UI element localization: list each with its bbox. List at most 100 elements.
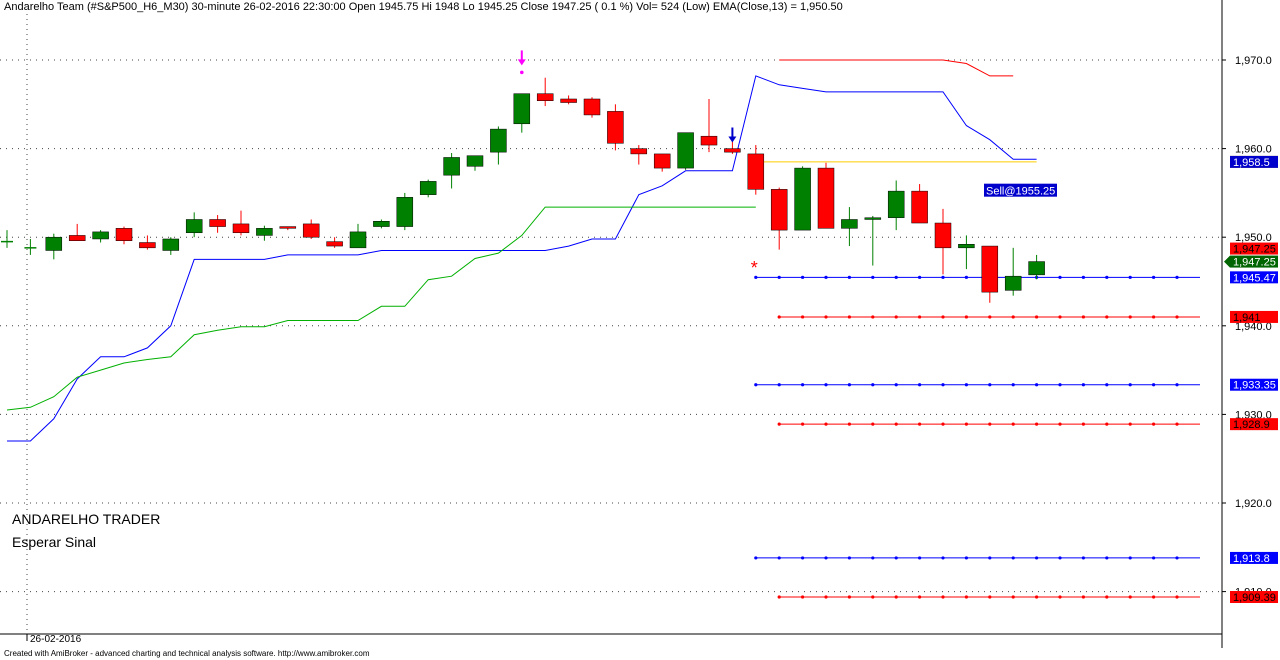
level-dot: [1175, 383, 1179, 387]
level-dot: [918, 422, 922, 426]
level-dot: [1011, 556, 1015, 560]
candle-body: [326, 241, 343, 247]
level-dot: [894, 315, 898, 319]
axis-badge-label: 1,958.5: [1233, 157, 1270, 169]
level-dot: [824, 275, 828, 279]
candle-body: [513, 93, 531, 125]
candle-body: [115, 228, 133, 241]
level-dot: [1011, 315, 1015, 319]
level-dot: [964, 556, 969, 560]
level-dot: [1152, 315, 1156, 319]
level-dot: [941, 275, 945, 279]
x-axis-date-label: 26-02-2016: [30, 634, 82, 645]
level-dot: [801, 422, 805, 426]
level-dot: [964, 315, 969, 319]
level-dot: [918, 556, 922, 560]
candle-body: [700, 135, 718, 146]
y-tick-label: 1,920.0: [1235, 498, 1272, 510]
level-dot: [1128, 315, 1132, 319]
level-dot: [754, 275, 758, 279]
candle-body: [607, 111, 624, 144]
level-dot: [777, 595, 781, 599]
level-dot: [1105, 422, 1109, 426]
level-dot: [1081, 315, 1085, 319]
level-dot: [894, 422, 898, 426]
header-info: Andarelho Team (#S&P500_H6_M30) 30-minut…: [4, 1, 843, 13]
candle-body: [1004, 275, 1022, 291]
level-dot: [754, 556, 758, 560]
candle-body: [887, 190, 905, 218]
level-dot: [824, 422, 828, 426]
candle-body: [583, 98, 601, 116]
candle-body: [256, 228, 273, 236]
candle-body: [185, 219, 203, 234]
level-label-bg: [1230, 591, 1278, 604]
level-dot: [824, 556, 828, 560]
candle-body: [279, 226, 297, 229]
candle-body: [466, 155, 484, 167]
level-label-bg: [1230, 310, 1278, 323]
candle-body: [162, 238, 180, 251]
level-dot: [964, 595, 969, 599]
candle-body: [864, 217, 882, 220]
axis-badge-bg: [1230, 255, 1278, 268]
level-dot: [988, 556, 992, 560]
footer-credit: Created with AmiBroker - advanced charti…: [4, 649, 370, 658]
level-dot: [1035, 315, 1039, 319]
level-dot: [847, 275, 852, 279]
signal-dot: [520, 70, 524, 75]
level-dot: [1105, 595, 1109, 599]
candle-body: [396, 197, 414, 227]
level-dot: [964, 275, 969, 279]
level-dot: [1175, 315, 1179, 319]
level-dot: [1035, 595, 1039, 599]
level-dot: [1128, 275, 1132, 279]
axis-badge-label: 1,947.25: [1233, 244, 1276, 256]
level-dot: [1011, 383, 1015, 387]
panel-status: Esperar Sinal: [12, 534, 97, 550]
candle-body: [209, 219, 226, 227]
candle-body: [653, 153, 671, 169]
level-dot: [964, 383, 969, 387]
candle-body: [560, 98, 577, 103]
level-label: 1,913.8: [1233, 553, 1270, 565]
level-dot: [1152, 383, 1156, 387]
level-dot: [918, 275, 922, 279]
level-dot: [1011, 422, 1015, 426]
level-dot: [1128, 422, 1132, 426]
axis-badge-bg: [1230, 155, 1278, 168]
level-dot: [894, 595, 898, 599]
level-dot: [941, 556, 945, 560]
level-label-bg: [1230, 551, 1278, 564]
signal-asterisk: *: [751, 258, 758, 278]
level-dot: [847, 315, 852, 319]
level-dot: [754, 383, 758, 387]
level-dot: [1105, 383, 1109, 387]
level-dot: [1058, 422, 1062, 426]
level-dot: [777, 422, 781, 426]
level-dot: [871, 315, 875, 319]
candle-body: [770, 189, 788, 231]
level-dot: [1152, 422, 1156, 426]
level-label-bg: [1230, 378, 1278, 391]
level-dot: [1175, 275, 1179, 279]
level-dot: [1152, 556, 1156, 560]
level-dot: [871, 595, 875, 599]
level-label: 1,941: [1233, 312, 1261, 324]
candle-body: [630, 148, 648, 155]
level-dot: [894, 275, 898, 279]
candle-body: [139, 242, 156, 249]
level-dot: [1035, 383, 1039, 387]
level-dot: [871, 556, 875, 560]
level-dot: [847, 383, 852, 387]
axis-badge-label: 1,947.25: [1233, 257, 1276, 269]
candle-body: [981, 245, 999, 293]
level-dot: [1058, 383, 1062, 387]
axis-badge-bg: [1230, 242, 1278, 255]
level-dot: [801, 595, 805, 599]
level-dot: [988, 383, 992, 387]
level-label: 1,933.35: [1233, 380, 1276, 392]
level-dot: [1058, 556, 1062, 560]
level-dot: [824, 595, 828, 599]
candle-body: [677, 132, 694, 169]
